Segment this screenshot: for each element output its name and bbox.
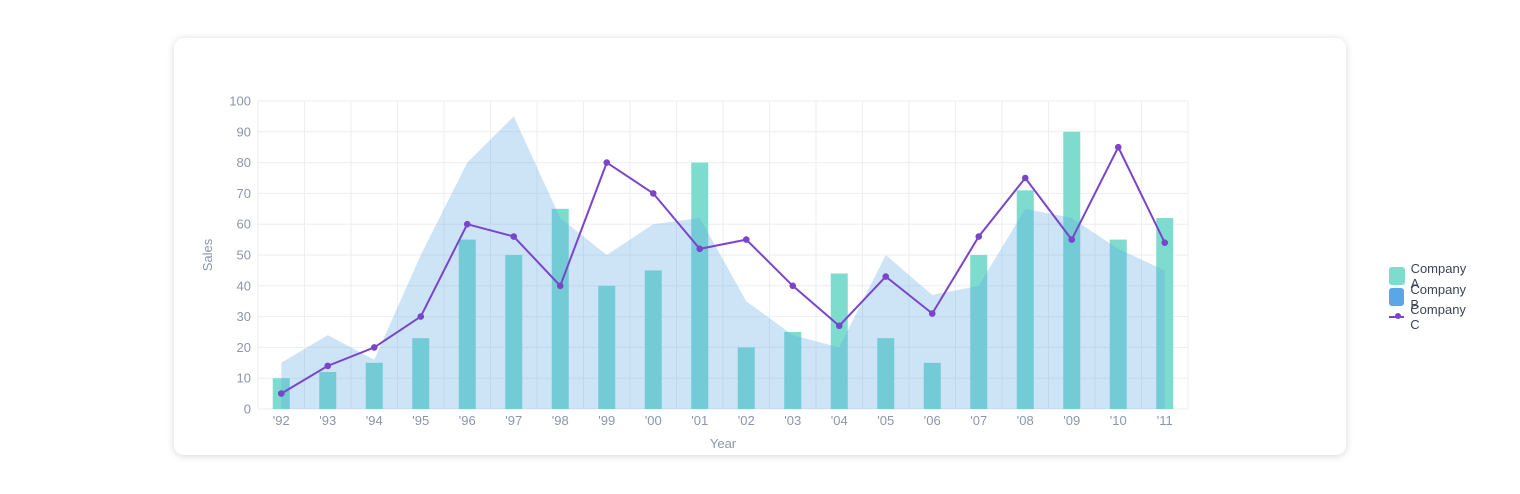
point-company-c[interactable]: [603, 159, 611, 166]
bar-company-a[interactable]: [551, 208, 569, 409]
bar-company-a[interactable]: [830, 273, 848, 409]
x-tick-label: '07: [970, 413, 987, 428]
bar-company-a[interactable]: [644, 270, 662, 409]
x-tick-label: '09: [1063, 413, 1080, 428]
x-axis-title: Year: [710, 436, 737, 451]
bar-company-a[interactable]: [505, 255, 523, 409]
bar-company-a[interactable]: [1016, 190, 1034, 409]
x-tick-label: '00: [645, 413, 662, 428]
y-tick-label: 10: [237, 371, 251, 386]
y-tick-label: 40: [237, 278, 251, 293]
y-tick-label: 20: [237, 340, 251, 355]
legend-label-company-c: Company C: [1410, 302, 1466, 333]
x-tick-label: '05: [877, 413, 894, 428]
x-tick-label: '93: [319, 413, 336, 428]
legend-item-company-c[interactable]: Company C: [1389, 302, 1469, 332]
point-company-c[interactable]: [1021, 174, 1029, 182]
point-company-c[interactable]: [1114, 143, 1122, 151]
x-tick-label: '96: [459, 413, 476, 428]
x-tick-label: '03: [784, 413, 801, 428]
legend-label-company-a: Company A: [1410, 261, 1467, 292]
bar-company-a[interactable]: [737, 347, 755, 409]
y-tick-label: 30: [237, 309, 251, 324]
point-company-c[interactable]: [882, 273, 890, 280]
legend-swatch-company-b: [1389, 287, 1405, 306]
x-tick-label: '10: [1110, 413, 1127, 428]
point-company-c[interactable]: [975, 233, 983, 240]
x-tick-label: '94: [366, 413, 383, 428]
y-tick-label: 70: [237, 186, 251, 201]
bar-company-a[interactable]: [877, 338, 895, 409]
bar-company-a[interactable]: [1156, 218, 1174, 409]
point-company-c[interactable]: [277, 390, 285, 397]
bar-company-a[interactable]: [1063, 131, 1081, 410]
bar-company-a[interactable]: [319, 372, 337, 409]
x-tick-label: '95: [412, 413, 429, 428]
y-tick-label: 90: [237, 124, 251, 139]
bar-company-a[interactable]: [458, 239, 476, 409]
x-tick-label: '92: [273, 413, 290, 428]
y-tick-label: 50: [237, 248, 251, 263]
point-company-c[interactable]: [696, 245, 704, 253]
point-company-c[interactable]: [463, 220, 471, 228]
area-company-b[interactable]: [281, 116, 1165, 410]
x-tick-label: '98: [552, 413, 569, 428]
x-tick-label: '97: [505, 413, 522, 428]
x-tick-label: '06: [924, 413, 941, 428]
point-company-c[interactable]: [417, 313, 425, 320]
legend-label-company-b: Company B: [1410, 281, 1467, 312]
x-tick-label: '99: [598, 413, 615, 428]
chart-legend: Company A Company B Company C: [1389, 261, 1469, 332]
legend-swatch-company-a: [1389, 267, 1405, 286]
y-tick-label: 0: [244, 402, 251, 417]
bar-company-a[interactable]: [784, 332, 802, 409]
point-company-c[interactable]: [1068, 236, 1076, 243]
x-tick-label: '08: [1017, 413, 1034, 428]
legend-item-company-a[interactable]: Company A: [1389, 261, 1469, 291]
bar-company-a[interactable]: [923, 362, 941, 409]
x-tick-label: '02: [738, 413, 755, 428]
legend-swatch-company-c: [1389, 308, 1405, 326]
point-company-c[interactable]: [835, 322, 843, 330]
x-tick-label: '11: [1157, 413, 1173, 428]
bar-company-a[interactable]: [970, 255, 988, 409]
point-company-c[interactable]: [556, 282, 564, 290]
bar-company-a[interactable]: [691, 162, 709, 409]
point-company-c[interactable]: [1161, 239, 1169, 246]
bar-company-a[interactable]: [412, 338, 430, 409]
legend-item-company-b[interactable]: Company B: [1389, 282, 1469, 312]
point-company-c[interactable]: [928, 310, 936, 317]
x-tick-label: '04: [831, 413, 848, 428]
point-company-c[interactable]: [370, 344, 378, 351]
x-tick-label: '01: [691, 413, 708, 428]
bar-company-a[interactable]: [1109, 239, 1127, 409]
point-company-c[interactable]: [649, 190, 657, 197]
y-tick-label: 60: [237, 217, 251, 232]
line-company-c[interactable]: [280, 146, 1166, 395]
y-tick-label: 80: [237, 155, 251, 170]
point-company-c[interactable]: [742, 236, 750, 243]
y-tick-label: 100: [229, 94, 251, 109]
point-company-c[interactable]: [510, 233, 518, 240]
point-company-c[interactable]: [789, 282, 797, 290]
bar-company-a[interactable]: [598, 285, 616, 409]
y-axis-title: Sales: [200, 238, 215, 271]
bar-company-a[interactable]: [365, 362, 383, 409]
point-company-c[interactable]: [324, 362, 332, 370]
